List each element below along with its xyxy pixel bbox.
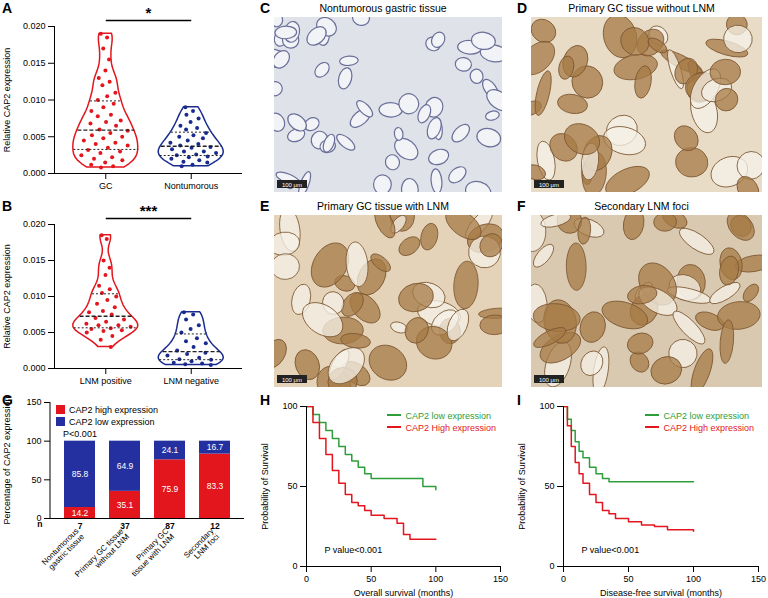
- svg-text:150: 150: [751, 574, 766, 584]
- svg-text:0.020: 0.020: [23, 219, 46, 229]
- svg-text:Primary GC tissuewithout LNM: Primary GC tissuewithout LNM: [73, 526, 131, 584]
- svg-text:GC: GC: [99, 181, 113, 191]
- svg-text:100 μm: 100 μm: [282, 377, 302, 383]
- svg-text:150: 150: [26, 397, 41, 407]
- svg-text:150: 150: [493, 574, 508, 584]
- svg-text:n: n: [37, 519, 42, 529]
- svg-text:P value<0.001: P value<0.001: [582, 545, 640, 555]
- svg-text:***: ***: [140, 202, 158, 219]
- svg-text:0: 0: [549, 561, 554, 571]
- svg-text:100: 100: [26, 436, 41, 446]
- svg-text:0.020: 0.020: [23, 21, 46, 31]
- svg-text:100 μm: 100 μm: [539, 182, 559, 188]
- svg-text:0: 0: [292, 561, 297, 571]
- svg-text:24.1: 24.1: [162, 445, 179, 455]
- svg-text:P<0.001: P<0.001: [63, 429, 97, 439]
- svg-text:Primary GC tissue with LNM: Primary GC tissue with LNM: [317, 200, 449, 212]
- svg-text:Probability of Survival: Probability of Survival: [260, 443, 270, 530]
- svg-text:7: 7: [78, 521, 83, 531]
- svg-text:LNM negative: LNM negative: [163, 376, 219, 386]
- svg-text:100: 100: [539, 401, 554, 411]
- svg-text:100: 100: [282, 401, 297, 411]
- svg-text:0.010: 0.010: [23, 291, 46, 301]
- svg-text:14.2: 14.2: [72, 508, 89, 518]
- svg-text:*: *: [146, 4, 152, 21]
- svg-text:35.1: 35.1: [117, 500, 134, 510]
- svg-text:64.9: 64.9: [117, 461, 134, 471]
- svg-text:Overall survival (months): Overall survival (months): [354, 588, 454, 598]
- svg-text:100 μm: 100 μm: [539, 377, 559, 383]
- svg-text:0.005: 0.005: [23, 327, 46, 337]
- svg-text:0.000: 0.000: [23, 168, 46, 178]
- svg-text:83.3: 83.3: [207, 481, 224, 491]
- svg-text:Primary GCtissue with LNM: Primary GCtissue with LNM: [124, 526, 176, 578]
- svg-text:100 μm: 100 μm: [282, 182, 302, 188]
- svg-text:85.8: 85.8: [72, 469, 89, 479]
- svg-text:0: 0: [304, 574, 309, 584]
- svg-text:50: 50: [287, 481, 297, 491]
- svg-text:0.015: 0.015: [23, 255, 46, 265]
- svg-text:Nontumorous gastric tissue: Nontumorous gastric tissue: [319, 2, 446, 14]
- svg-text:50: 50: [544, 481, 554, 491]
- svg-text:100: 100: [428, 574, 443, 584]
- svg-text:Relative CAP2 expression: Relative CAP2 expression: [2, 48, 12, 153]
- svg-text:Probability of Survival: Probability of Survival: [517, 443, 527, 530]
- svg-text:0.010: 0.010: [23, 95, 46, 105]
- svg-text:0: 0: [561, 574, 566, 584]
- svg-text:Relative CAP2 expression: Relative CAP2 expression: [2, 244, 12, 349]
- svg-text:0.015: 0.015: [23, 58, 46, 68]
- svg-text:0.005: 0.005: [23, 132, 46, 142]
- svg-text:Disease-free survival (months): Disease-free survival (months): [600, 588, 722, 598]
- svg-text:P value<0.001: P value<0.001: [325, 545, 383, 555]
- svg-text:0.000: 0.000: [23, 363, 46, 373]
- svg-text:50: 50: [366, 574, 376, 584]
- svg-text:100: 100: [686, 574, 701, 584]
- svg-text:Secondary LNM foci: Secondary LNM foci: [594, 200, 689, 212]
- svg-text:Percentage of CAP2 expression: Percentage of CAP2 expression: [2, 396, 12, 524]
- svg-text:LNM positive: LNM positive: [80, 376, 132, 386]
- svg-text:16.7: 16.7: [207, 442, 224, 452]
- svg-text:SecondaryLNM foci: SecondaryLNM foci: [182, 526, 221, 565]
- svg-text:Primary GC tissue without LNM: Primary GC tissue without LNM: [568, 2, 714, 14]
- svg-text:75.9: 75.9: [162, 484, 179, 494]
- svg-text:Nontumorous: Nontumorous: [164, 181, 219, 191]
- svg-text:50: 50: [623, 574, 633, 584]
- svg-text:50: 50: [31, 475, 41, 485]
